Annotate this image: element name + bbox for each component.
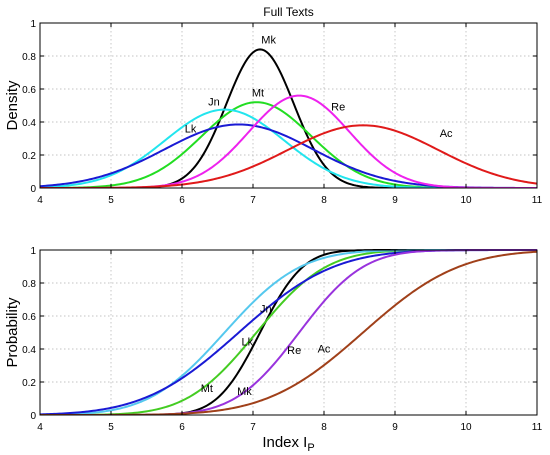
density-plot-area [40,23,537,188]
density-axes-box [39,22,538,189]
density-panel: Mk Mt Jn Lk Re Ac 4 5 6 7 8 9 10 11 0 0.2 0.4 0.6 0.8 1 Full… [4,5,543,206]
probability-x-tick-label: 7 [250,422,256,433]
density-label-re: Re [331,101,345,113]
probability-panel: Mk Mt Jn Lk Re Ac 4 5 6 7 8 9 10 11 0 0.2 0.4 0.6 0.8 1 Prob… [4,246,543,454]
probability-x-tick-label: 11 [532,422,543,433]
probability-x-axis-label: Index IP [262,434,314,454]
probability-label-jn: Jn [260,304,272,316]
density-x-tick-label: 6 [179,195,185,206]
probability-axes-box [39,249,538,416]
density-x-tick-label: 4 [37,195,43,206]
density-label-lk: Lk [185,124,197,136]
probability-x-tick-label: 4 [37,422,43,433]
density-x-tick-label: 7 [250,195,256,206]
probability-x-tick-label: 9 [392,422,398,433]
probability-label-ac: Ac [318,343,331,355]
probability-x-tick-label: 8 [321,422,327,433]
density-label-mt: Mt [252,87,264,99]
probability-y-tick-label: 0.2 [22,378,36,389]
probability-label-mt: Mt [201,383,213,395]
probability-x-tick-label: 6 [179,422,185,433]
probability-y-tick-label: 0 [30,411,36,422]
density-title: Full Texts [263,5,313,19]
probability-label-re: Re [287,345,301,357]
probability-label-lk: Lk [242,337,254,349]
probability-plot-area [40,250,537,415]
probability-label-mk: Mk [237,386,252,398]
density-y-axis-label: Density [4,80,21,131]
density-y-tick-label: 0.8 [22,52,36,63]
probability-x-tick-label: 10 [460,422,472,433]
density-y-tick-label: 1 [30,19,36,30]
density-label-mk: Mk [261,35,276,47]
probability-x-tick-label: 5 [108,422,114,433]
probability-y-tick-label: 0.4 [22,345,36,356]
density-x-tick-label: 5 [108,195,114,206]
density-x-tick-label: 8 [321,195,327,206]
density-x-tick-label: 10 [460,195,472,206]
density-label-ac: Ac [440,128,453,140]
density-y-tick-label: 0 [30,184,36,195]
probability-y-tick-label: 0.8 [22,279,36,290]
density-label-jn: Jn [208,97,220,109]
density-y-tick-label: 0.2 [22,151,36,162]
probability-y-tick-label: 1 [30,246,36,257]
density-y-tick-label: 0.6 [22,85,36,96]
density-y-tick-label: 0.4 [22,118,36,129]
density-x-tick-label: 11 [532,195,543,206]
density-x-tick-label: 9 [392,195,398,206]
probability-y-axis-label: Probability [4,297,21,368]
probability-y-tick-label: 0.6 [22,312,36,323]
